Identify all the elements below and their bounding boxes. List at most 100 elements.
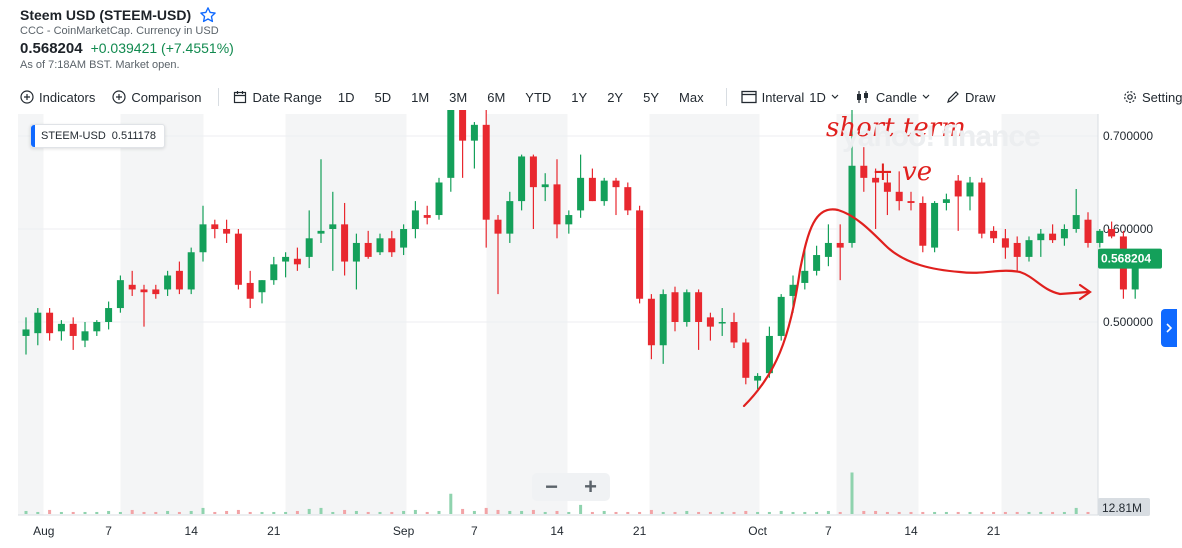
candle-body xyxy=(175,270,183,290)
draw-button[interactable]: Draw xyxy=(946,90,995,105)
volume-bar xyxy=(225,510,229,514)
chart-legend[interactable]: STEEM-USD 0.511178 xyxy=(30,124,166,148)
volume-bar xyxy=(520,510,524,514)
volume-bar xyxy=(307,508,311,514)
range-5d[interactable]: 5D xyxy=(374,89,392,105)
volume-bar xyxy=(59,511,63,514)
comparison-button[interactable]: Comparison xyxy=(112,90,201,105)
candle-body xyxy=(164,275,172,290)
candlestick-chart[interactable]: 0.8000000.7000000.6000000.5000000.568204… xyxy=(0,110,1182,548)
volume-bar xyxy=(508,510,512,514)
candle-body xyxy=(836,242,844,248)
range-ytd[interactable]: YTD xyxy=(525,89,552,105)
annotation-text-line2: + ve xyxy=(872,157,932,187)
expand-panel-button[interactable] xyxy=(1161,309,1177,347)
legend-value: 0.511178 xyxy=(111,130,157,142)
interval-dropdown[interactable]: Interval 1D xyxy=(740,89,839,105)
volume-bar xyxy=(767,511,771,514)
range-1m[interactable]: 1M xyxy=(411,89,430,105)
candle-body xyxy=(824,242,832,257)
x-tick-label: 7 xyxy=(825,524,832,538)
zoom-out-button[interactable]: − xyxy=(545,474,558,499)
volume-bar xyxy=(390,511,394,514)
candle-body xyxy=(706,317,714,327)
candle-body xyxy=(588,177,596,202)
candle-body xyxy=(459,110,467,141)
candle-body xyxy=(742,342,750,378)
week-band xyxy=(120,114,204,515)
volume-bar xyxy=(968,511,972,514)
x-tick-label: 7 xyxy=(105,524,112,538)
candle-body xyxy=(636,210,644,299)
candle-body xyxy=(978,182,986,234)
candle-body xyxy=(246,282,254,299)
candle-body xyxy=(671,292,679,322)
range-1y[interactable]: 1Y xyxy=(571,89,588,105)
volume-bar xyxy=(496,509,500,514)
x-tick-label: 21 xyxy=(267,524,281,538)
settings-label: Settings xyxy=(1142,89,1182,105)
candle-body xyxy=(364,242,372,257)
watchlist-star-icon[interactable] xyxy=(199,6,217,24)
candle-body xyxy=(919,202,927,246)
volume-bar xyxy=(602,510,606,514)
candle-body xyxy=(352,242,360,262)
candle-body xyxy=(234,233,242,285)
volume-bar xyxy=(461,508,465,514)
plus-circle-icon xyxy=(112,90,126,104)
candle-body xyxy=(730,322,738,343)
candle-body xyxy=(81,331,89,341)
volume-bar xyxy=(803,511,807,514)
interval-label: Interval xyxy=(761,89,805,105)
candle-body xyxy=(69,323,77,336)
candle-body xyxy=(541,184,549,188)
candle-body xyxy=(317,230,325,234)
pencil-icon xyxy=(947,91,959,103)
range-6m[interactable]: 6M xyxy=(487,89,506,105)
candle-body xyxy=(46,312,54,334)
week-band xyxy=(285,114,407,515)
candle-body xyxy=(116,280,124,309)
range-5y[interactable]: 5Y xyxy=(643,89,660,105)
range-2y[interactable]: 2Y xyxy=(607,89,624,105)
indicators-button[interactable]: Indicators xyxy=(20,90,95,105)
candle-body xyxy=(482,124,490,220)
legend-symbol: STEEM-USD xyxy=(41,130,106,142)
candle-body xyxy=(258,280,266,293)
quote-change: +0.039421 (+7.4551%) xyxy=(90,40,234,56)
toolbar-divider xyxy=(218,88,220,106)
volume-bar xyxy=(48,509,52,514)
volume-bar xyxy=(437,510,441,514)
volume-bar xyxy=(720,511,724,514)
interval-icon xyxy=(740,90,757,104)
range-max[interactable]: Max xyxy=(679,89,704,105)
candle-body xyxy=(1096,230,1104,243)
candle-body xyxy=(494,219,502,234)
volume-bar xyxy=(177,511,181,514)
x-tick-label: Oct xyxy=(748,524,767,538)
volume-bar xyxy=(626,511,630,514)
candle-body xyxy=(211,224,219,229)
volume-bar xyxy=(850,472,854,514)
settings-button[interactable]: Settings xyxy=(1123,90,1182,105)
date-range-button[interactable]: Date Range xyxy=(233,89,322,105)
range-3m[interactable]: 3M xyxy=(449,89,468,105)
week-band xyxy=(1001,114,1098,515)
calendar-icon xyxy=(234,91,247,104)
candle-body xyxy=(647,298,655,346)
volume-bar xyxy=(189,510,193,514)
candle-body xyxy=(341,224,349,262)
date-range-label: Date Range xyxy=(252,89,322,105)
x-tick-label: Sep xyxy=(393,524,415,538)
x-tick-label: 14 xyxy=(185,524,199,538)
zoom-in-button[interactable]: + xyxy=(584,474,597,499)
y-tick-label: 0.600000 xyxy=(1103,222,1153,236)
candle-body xyxy=(612,180,620,188)
volume-bar xyxy=(402,510,406,514)
candle-body xyxy=(423,215,431,218)
range-1d[interactable]: 1D xyxy=(337,89,355,105)
candle-body xyxy=(400,229,408,248)
volume-bar xyxy=(744,510,748,514)
candle-body xyxy=(22,329,30,336)
chart-type-dropdown[interactable]: Candle xyxy=(855,90,930,105)
